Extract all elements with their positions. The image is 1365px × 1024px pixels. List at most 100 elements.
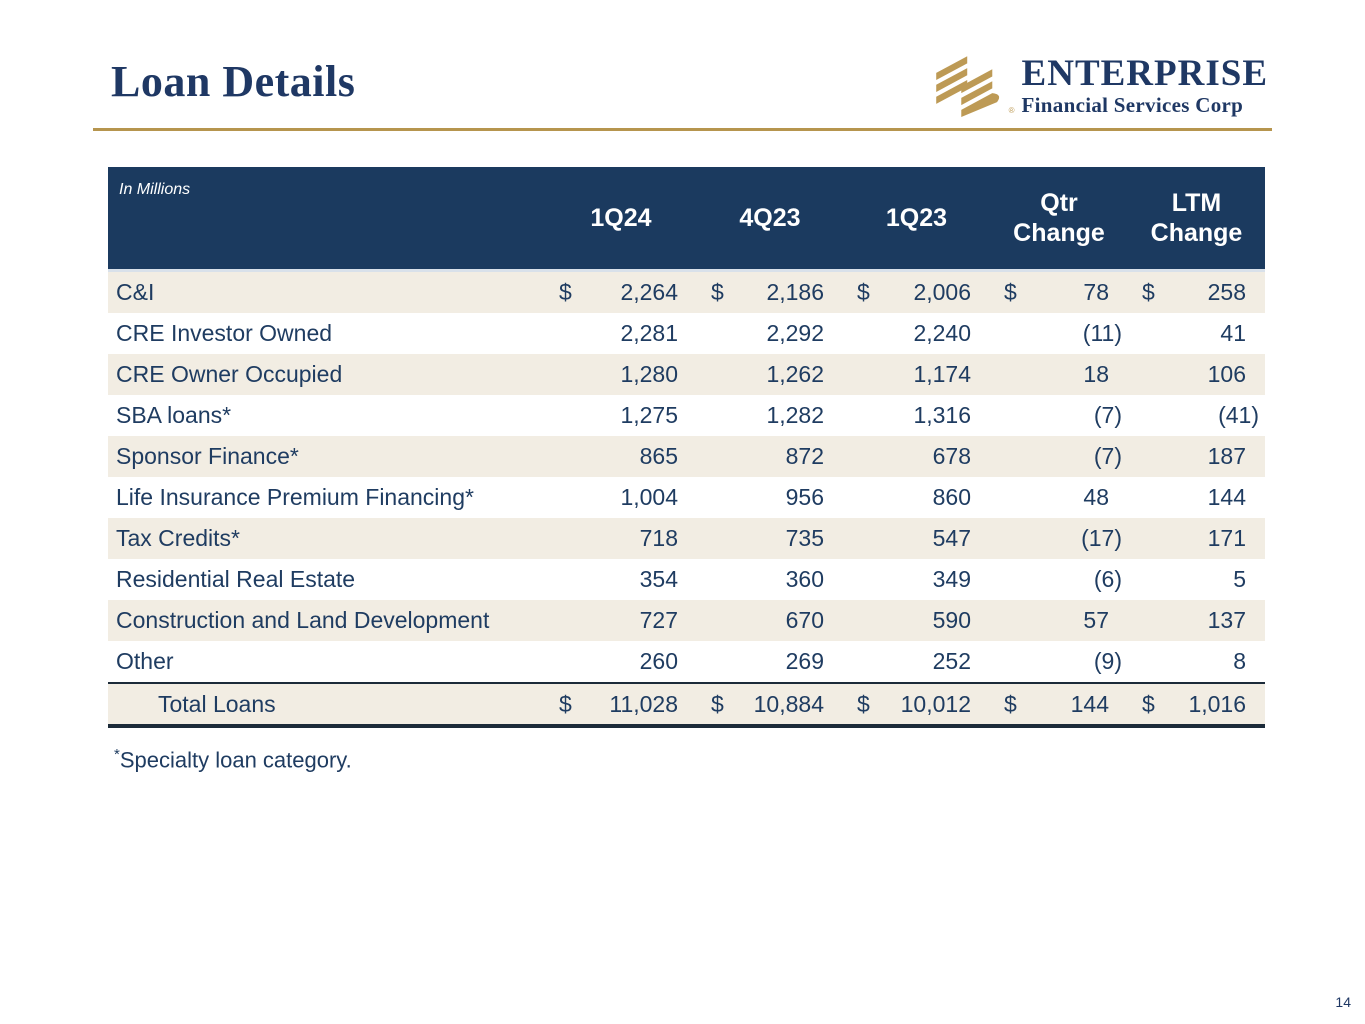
cell-value: 1,262 [766, 361, 824, 387]
cell-value: 144 [1207, 484, 1246, 510]
cell-value: 735 [785, 525, 824, 551]
logo-company-subtitle: Financial Services Corp [1021, 93, 1244, 117]
cell-value: 670 [785, 607, 824, 633]
cell-value: 1,282 [766, 402, 824, 428]
cell-value: 349 [932, 566, 971, 592]
cell-value: 860 [932, 484, 971, 510]
row-label: CRE Investor Owned [116, 320, 333, 346]
row-label: SBA loans* [116, 402, 232, 428]
cell-value: 547 [932, 525, 971, 551]
cell-value: (41) [1218, 402, 1259, 428]
row-label: Construction and Land Development [116, 607, 490, 633]
column-header-1q23: 1Q23 [885, 204, 948, 232]
dollar-sign: $ [1142, 279, 1155, 305]
row-label: Life Insurance Premium Financing* [116, 484, 474, 510]
table-row-cre-investor-owned: CRE Investor Owned 2,281 2,292 2,240 (11… [108, 313, 1265, 354]
row-label: C&I [116, 279, 155, 305]
cell-value: 48 [1083, 484, 1109, 510]
table-row-tax-credits: Tax Credits* 718 735 547 (17) 171 [108, 518, 1265, 559]
cell-value: 171 [1207, 525, 1246, 551]
cell-value: 956 [785, 484, 824, 510]
cell-value: 144 [1070, 690, 1109, 717]
cell-value: 5 [1233, 566, 1246, 592]
cell-value: 258 [1207, 279, 1246, 305]
registered-trademark-icon: ® [1008, 106, 1015, 115]
cell-value: 137 [1207, 607, 1246, 633]
cell-value: 187 [1207, 443, 1246, 469]
table-row-sponsor-finance: Sponsor Finance* 865 872 678 (7) 187 [108, 436, 1265, 477]
cell-value: (11) [1082, 320, 1122, 346]
table-header-unit-cell: In Millions [108, 167, 545, 269]
dollar-sign: $ [1142, 690, 1155, 717]
cell-value: (6) [1093, 566, 1122, 592]
cell-value: 57 [1083, 607, 1109, 633]
loan-details-table: In Millions 1Q24 4Q23 1Q23 Qtr Change LT… [108, 167, 1265, 728]
dollar-sign: $ [857, 279, 870, 305]
cell-value: (17) [1081, 525, 1122, 551]
cell-value: 106 [1207, 361, 1246, 387]
row-label: Sponsor Finance* [116, 443, 299, 469]
table-row-cre-owner-occupied: CRE Owner Occupied 1,280 1,262 1,174 18 … [108, 354, 1265, 395]
enterprise-logo-mark-icon: ® [935, 55, 1015, 117]
cell-value: 2,292 [766, 320, 824, 346]
title-divider [93, 128, 1272, 131]
total-row-label: Total Loans [158, 690, 276, 717]
cell-value: 78 [1083, 279, 1109, 305]
cell-value: 1,016 [1188, 690, 1246, 717]
cell-value: 1,275 [620, 402, 678, 428]
dollar-sign: $ [857, 690, 870, 717]
table-row-total-loans: Total Loans $11,028 $10,884 $10,012 $144… [108, 682, 1265, 728]
company-logo: ® ENTERPRISE Financial Services Corp [935, 55, 1268, 117]
cell-value: 10,012 [900, 690, 971, 717]
cell-value: 11,028 [609, 690, 678, 717]
cell-value: (7) [1093, 402, 1122, 428]
cell-value: 1,004 [620, 484, 678, 510]
cell-value: 865 [639, 443, 678, 469]
table-body: C&I $2,264 $2,186 $2,006 $78 $258 CRE In… [108, 272, 1265, 682]
cell-value: (7) [1093, 443, 1122, 469]
cell-value: (9) [1093, 648, 1122, 674]
cell-value: 678 [932, 443, 971, 469]
page-title: Loan Details [111, 57, 356, 106]
cell-value: 718 [639, 525, 678, 551]
cell-value: 2,281 [620, 320, 678, 346]
cell-value: 1,280 [620, 361, 678, 387]
cell-value: 872 [785, 443, 824, 469]
row-label: Tax Credits* [116, 525, 240, 551]
cell-value: 360 [785, 566, 824, 592]
footnote: *Specialty loan category. [114, 746, 352, 773]
unit-label: In Millions [119, 181, 191, 198]
cell-value: 2,186 [766, 279, 824, 305]
cell-value: 8 [1233, 648, 1246, 674]
dollar-sign: $ [711, 690, 724, 717]
column-header-ltm-change: LTM Change [1150, 189, 1243, 247]
table-header-row: In Millions 1Q24 4Q23 1Q23 Qtr Change LT… [108, 167, 1265, 272]
dollar-sign: $ [559, 279, 572, 305]
table-row-residential-real-estate: Residential Real Estate 354 360 349 (6) … [108, 559, 1265, 600]
cell-value: 2,264 [620, 279, 678, 305]
dollar-sign: $ [559, 690, 572, 717]
column-header-qtr-change: Qtr Change [1013, 189, 1105, 247]
cell-value: 1,316 [913, 402, 971, 428]
cell-value: 590 [932, 607, 971, 633]
footnote-marker: * [114, 746, 120, 763]
logo-text: ENTERPRISE Financial Services Corp [1022, 55, 1268, 116]
footnote-text: Specialty loan category. [119, 747, 352, 773]
cell-value: 1,174 [913, 361, 971, 387]
table-row-construction-and-land-development: Construction and Land Development 727 67… [108, 600, 1265, 641]
cell-value: 2,240 [913, 320, 971, 346]
row-label: Other [116, 648, 174, 674]
cell-value: 10,884 [753, 690, 824, 717]
cell-value: 727 [639, 607, 678, 633]
table-row-other: Other 260 269 252 (9) 8 [108, 641, 1265, 682]
table-row-ci: C&I $2,264 $2,186 $2,006 $78 $258 [108, 272, 1265, 313]
cell-value: 41 [1220, 320, 1246, 346]
cell-value: 269 [785, 648, 824, 674]
cell-value: 252 [932, 648, 971, 674]
dollar-sign: $ [711, 279, 724, 305]
row-label: CRE Owner Occupied [116, 361, 343, 387]
cell-value: 354 [639, 566, 678, 592]
dollar-sign: $ [1004, 279, 1017, 305]
cell-value: 260 [639, 648, 678, 674]
